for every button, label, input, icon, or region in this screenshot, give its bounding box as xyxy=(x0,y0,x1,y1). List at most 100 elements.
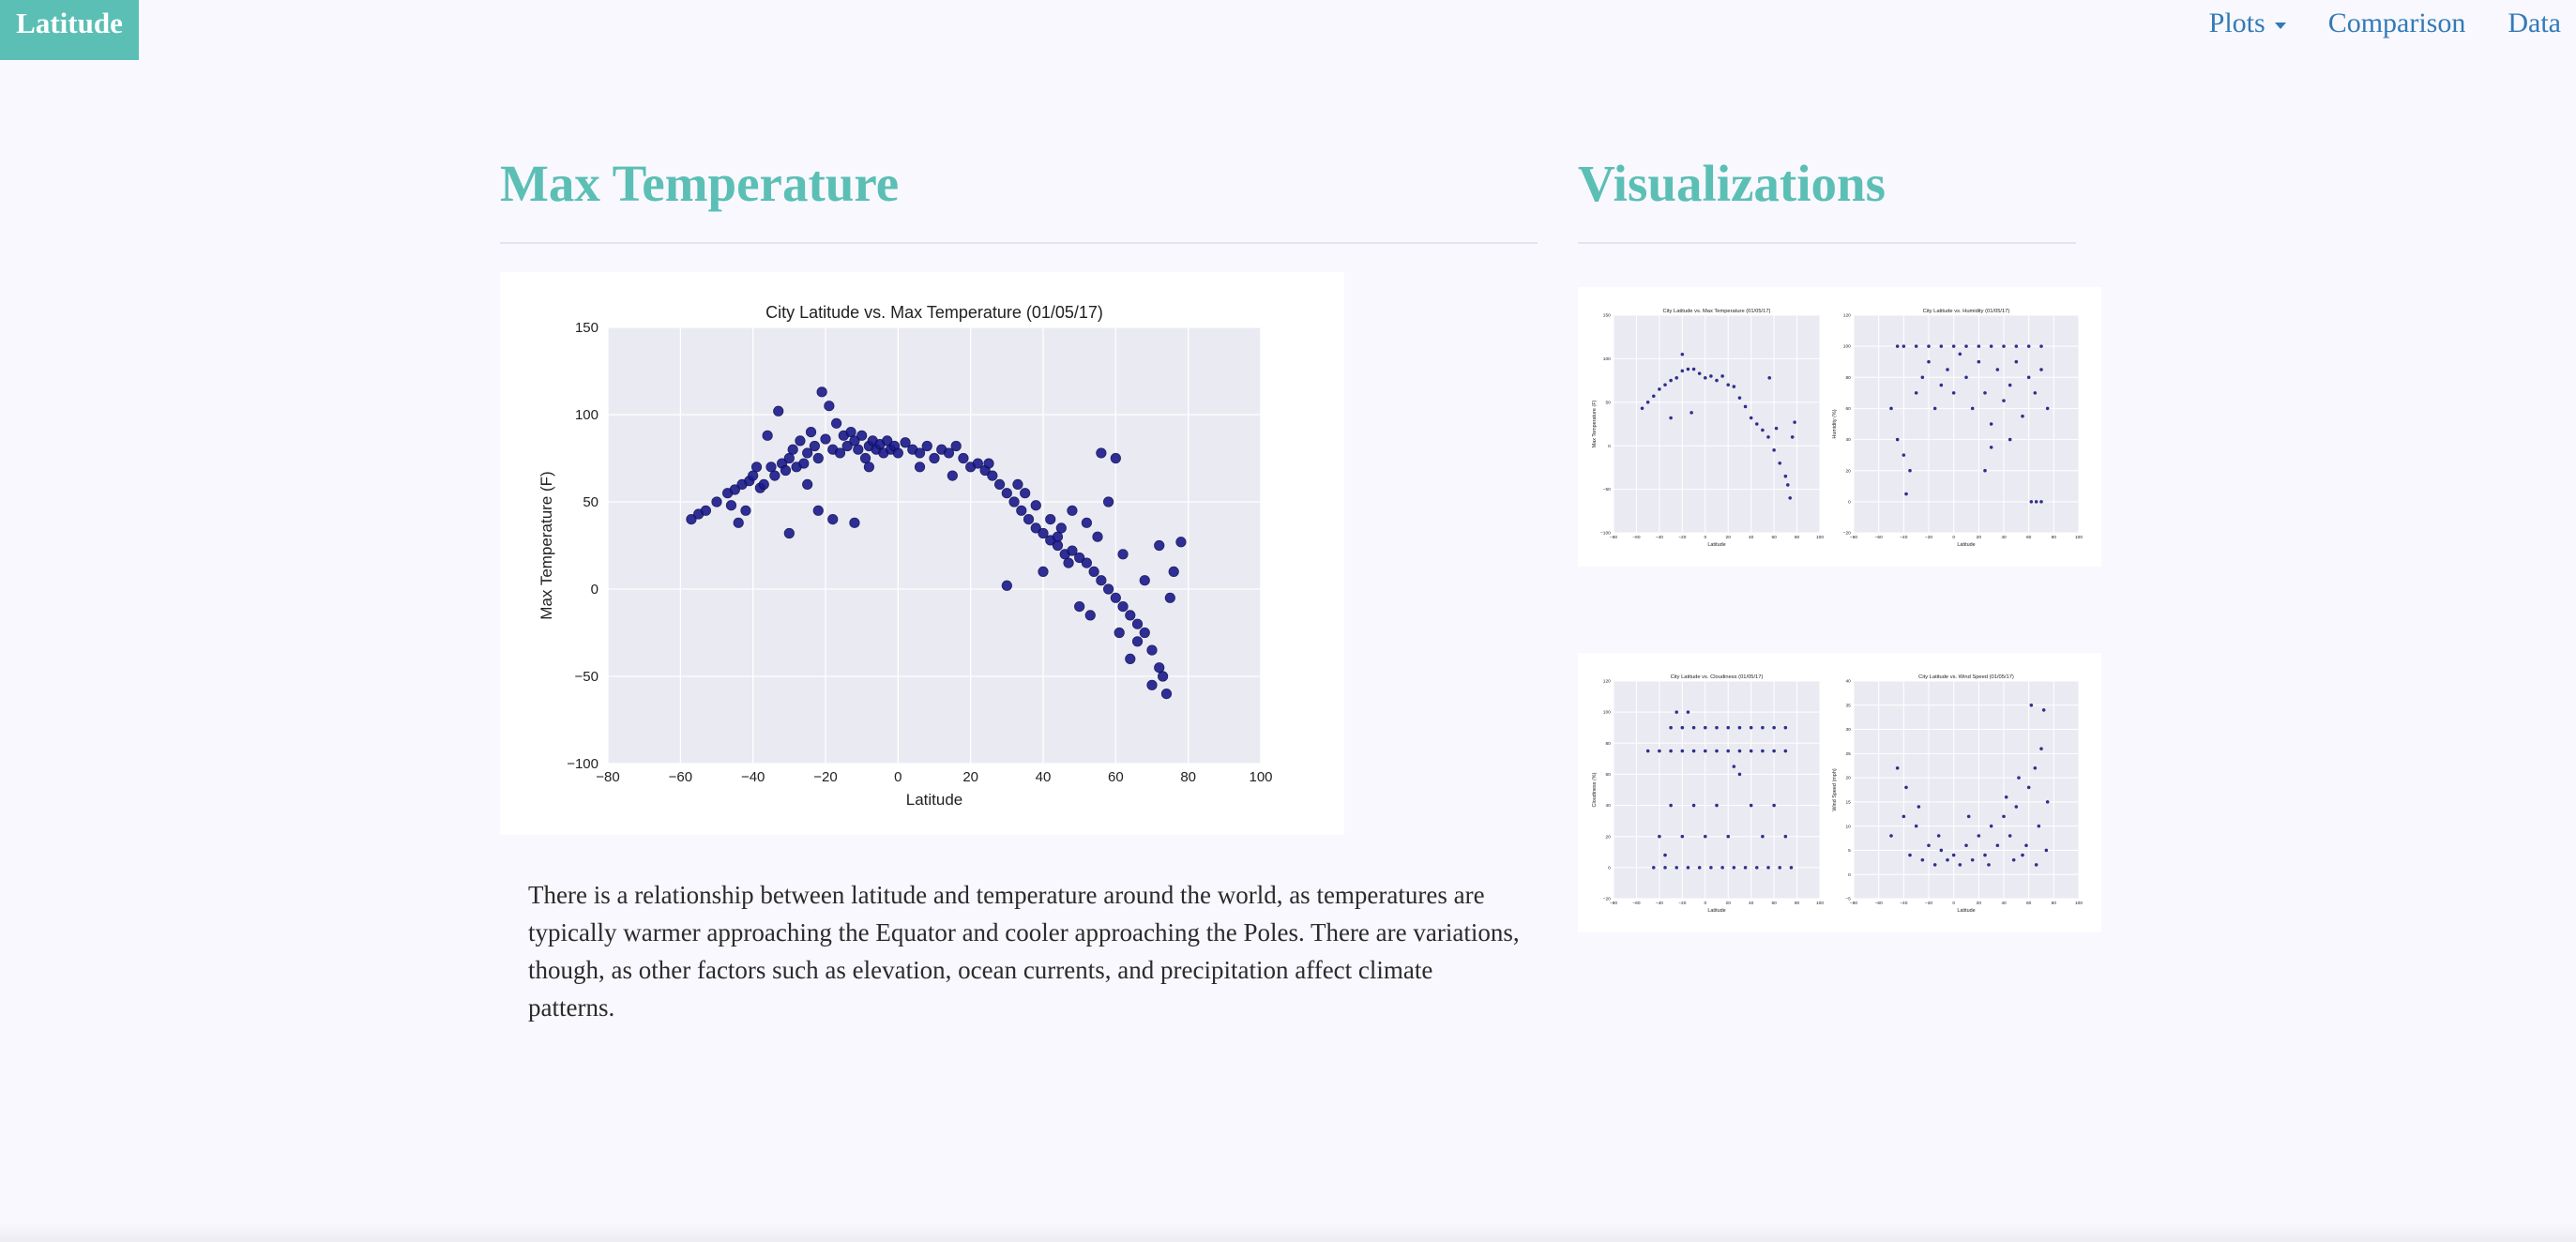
data-point xyxy=(1774,426,1779,431)
x-tick-label: −60 xyxy=(1632,901,1640,906)
title-divider xyxy=(500,242,1538,244)
data-point xyxy=(1669,749,1673,753)
data-point xyxy=(1691,803,1696,808)
data-point xyxy=(1669,416,1673,420)
data-point xyxy=(1125,610,1136,621)
data-point xyxy=(1902,453,1906,457)
x-axis-label: Latitude xyxy=(1957,542,1975,548)
data-point xyxy=(830,417,842,429)
data-point xyxy=(769,470,780,481)
y-axis-label: Wind Speed (mph) xyxy=(1832,768,1838,811)
data-point xyxy=(1110,452,1121,464)
data-point xyxy=(2033,391,2038,395)
data-point xyxy=(827,513,839,525)
data-point xyxy=(1038,527,1049,539)
data-point xyxy=(2008,834,2012,838)
data-point xyxy=(820,433,831,445)
x-tick-label: −80 xyxy=(596,769,619,785)
nav-plots-dropdown[interactable]: Plots xyxy=(2209,8,2286,39)
data-point xyxy=(2037,824,2041,828)
data-point xyxy=(1895,766,1900,770)
x-tick-label: −60 xyxy=(669,769,692,785)
data-point xyxy=(1951,344,1956,348)
x-tick-label: 40 xyxy=(2001,901,2007,906)
data-point xyxy=(1790,435,1795,439)
data-point xyxy=(700,505,711,516)
data-point xyxy=(1038,566,1049,577)
data-point xyxy=(1012,478,1023,490)
y-tick-label: −50 xyxy=(575,669,599,685)
x-tick-label: −80 xyxy=(1850,901,1857,906)
data-point xyxy=(1715,749,1719,753)
data-point xyxy=(1697,371,1702,375)
page-footer-shadow xyxy=(0,1223,2576,1242)
data-point xyxy=(1715,378,1719,383)
data-point xyxy=(1008,496,1020,507)
data-point xyxy=(1680,369,1685,373)
thumbnail-row-bottom: −80 −60 −40 −20 0 20 40 60 80 100 −20 0 20 40 60 80 100 1… xyxy=(1578,653,2101,932)
data-point xyxy=(2041,708,2046,712)
data-point xyxy=(1793,420,1796,424)
data-point xyxy=(1154,539,1165,552)
data-point xyxy=(1761,725,1765,730)
data-point xyxy=(2029,500,2034,504)
data-point xyxy=(1703,834,1707,839)
data-point xyxy=(1691,367,1696,371)
x-tick-label: 40 xyxy=(2001,535,2007,540)
data-point xyxy=(1783,474,1788,478)
data-point xyxy=(1110,592,1121,603)
data-point xyxy=(845,427,856,438)
data-point xyxy=(1902,344,1906,348)
data-point xyxy=(1669,725,1673,730)
nav-comparison-link[interactable]: Comparison xyxy=(2327,8,2466,38)
data-point xyxy=(1964,843,1968,848)
data-point xyxy=(1690,411,1693,415)
data-point xyxy=(1927,359,1931,364)
plot-area xyxy=(1854,315,2079,533)
data-point xyxy=(1674,866,1679,870)
thumbnail-temp-humidity[interactable]: −80 −60 −40 −20 0 20 40 60 80 100 −100 −50 0 50 100 150… xyxy=(1578,287,2101,567)
y-tick-label: 15 xyxy=(1845,799,1851,805)
data-point xyxy=(958,452,969,464)
data-point xyxy=(1778,866,1782,870)
data-point xyxy=(1686,367,1690,371)
y-tick-label: 50 xyxy=(1605,400,1611,405)
data-point xyxy=(1020,488,1031,499)
data-point xyxy=(943,447,955,459)
thumbnail-row-top: −80 −60 −40 −20 0 20 40 60 80 100 −100 −50 0 50 100 150… xyxy=(1578,287,2101,567)
data-point xyxy=(802,447,813,459)
caret-down-icon xyxy=(2274,22,2286,29)
data-point xyxy=(1737,396,1742,400)
data-point xyxy=(1709,374,1713,378)
data-point xyxy=(972,458,983,469)
data-point xyxy=(1139,575,1150,586)
data-point xyxy=(1715,725,1719,730)
y-tick-label: −20 xyxy=(1843,531,1851,537)
y-tick-label: −5 xyxy=(1845,897,1851,902)
data-point xyxy=(1645,401,1650,404)
data-point xyxy=(1970,857,1975,862)
data-point xyxy=(1680,749,1685,753)
y-tick-label: 0 xyxy=(1608,865,1611,871)
data-point xyxy=(1920,857,1925,862)
thumbnail-cloud-wind[interactable]: −80 −60 −40 −20 0 20 40 60 80 100−200204060801001… xyxy=(1578,653,2101,932)
data-point xyxy=(1658,834,1661,839)
x-tick-label: 100 xyxy=(2075,901,2083,906)
data-point xyxy=(2039,368,2043,371)
data-point xyxy=(1063,557,1074,568)
nav-data-link[interactable]: Data xyxy=(2508,8,2561,38)
data-point xyxy=(1939,344,1944,348)
data-point xyxy=(1889,406,1893,411)
data-point xyxy=(1131,618,1144,629)
data-point xyxy=(1139,627,1150,639)
chart-group: −80 −60 −40 −20 0 20 40 60 80 100 −5 0 5 10 15 20 25 30 35… xyxy=(1832,674,2084,914)
data-point xyxy=(1658,749,1661,753)
data-point xyxy=(795,435,806,447)
data-point xyxy=(1663,866,1667,870)
data-point xyxy=(1117,600,1129,613)
data-point xyxy=(1772,749,1776,753)
brand-link[interactable]: Latitude xyxy=(0,0,139,60)
y-tick-label: 60 xyxy=(1845,406,1851,412)
data-point xyxy=(2014,359,2019,364)
data-point xyxy=(2002,399,2006,402)
